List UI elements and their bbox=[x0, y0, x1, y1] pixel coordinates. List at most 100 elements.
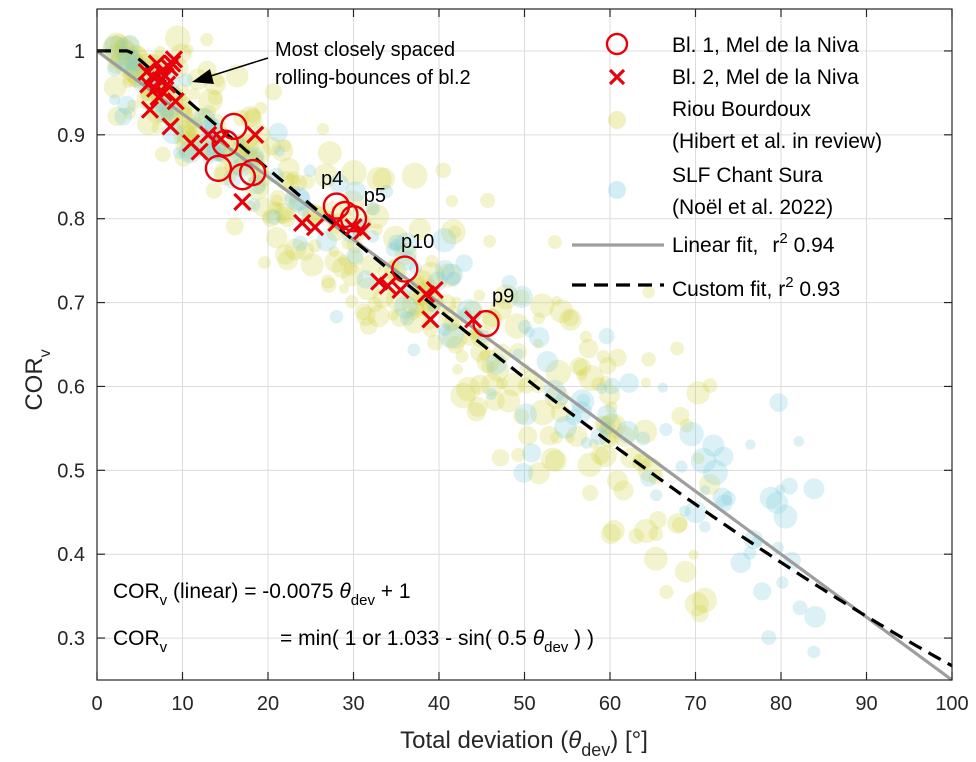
data-point bbox=[271, 139, 294, 162]
cross-stroke bbox=[140, 100, 160, 119]
data-point bbox=[365, 202, 379, 216]
xlabel-sym: θ bbox=[568, 727, 581, 754]
eq2-prefix: COR bbox=[113, 627, 160, 650]
data-point bbox=[529, 399, 556, 426]
data-point bbox=[702, 378, 718, 393]
data-point bbox=[619, 373, 639, 393]
bl2-point bbox=[140, 100, 160, 119]
eq1-prefix: COR bbox=[113, 580, 160, 603]
data-point bbox=[269, 190, 287, 208]
point-label: p5 bbox=[364, 185, 386, 207]
data-point bbox=[633, 518, 659, 544]
data-point bbox=[605, 401, 618, 414]
data-point bbox=[437, 322, 451, 337]
data-point bbox=[513, 462, 534, 483]
data-point bbox=[713, 446, 734, 467]
data-point bbox=[803, 478, 825, 500]
data-point bbox=[513, 408, 530, 425]
data-point bbox=[328, 246, 340, 257]
data-point bbox=[401, 293, 424, 316]
data-point bbox=[154, 146, 171, 163]
legend-label-riou: Riou Bourdoux bbox=[672, 98, 811, 121]
data-point bbox=[214, 144, 233, 163]
data-point bbox=[359, 317, 378, 335]
data-point bbox=[479, 349, 491, 361]
data-point bbox=[313, 163, 338, 188]
data-point bbox=[600, 413, 626, 439]
data-point bbox=[712, 487, 733, 508]
data-point bbox=[108, 54, 124, 70]
data-point bbox=[628, 528, 644, 544]
data-point bbox=[272, 202, 285, 215]
data-point bbox=[435, 162, 452, 179]
data-point bbox=[436, 263, 461, 288]
y-tick-label: 0.9 bbox=[57, 125, 85, 147]
x-tick-label: 20 bbox=[257, 693, 279, 715]
data-point bbox=[277, 250, 298, 271]
data-point bbox=[247, 139, 272, 165]
data-point bbox=[643, 546, 668, 571]
data-point bbox=[427, 334, 444, 351]
x-tick-label: 30 bbox=[342, 693, 364, 715]
data-point bbox=[485, 391, 505, 411]
data-point bbox=[640, 377, 652, 388]
data-point bbox=[183, 44, 194, 55]
data-point bbox=[559, 308, 582, 331]
data-point bbox=[575, 369, 588, 381]
data-point bbox=[699, 520, 711, 533]
data-point bbox=[379, 184, 394, 199]
data-point bbox=[672, 517, 688, 533]
data-point bbox=[594, 444, 617, 468]
data-point bbox=[211, 74, 225, 87]
equations: CORv (linear) = -0.0075 θdev + 1 CORv = m… bbox=[113, 580, 594, 656]
cross-stroke bbox=[370, 272, 389, 291]
data-point bbox=[387, 309, 399, 321]
data-point bbox=[117, 95, 136, 115]
data-point bbox=[276, 213, 287, 225]
linear-r-sup: 2 bbox=[779, 230, 787, 247]
bl2-point bbox=[378, 276, 397, 295]
data-point bbox=[450, 382, 476, 409]
x-tick-label: 90 bbox=[855, 693, 877, 715]
data-point bbox=[452, 364, 463, 375]
ticks: 0 10 20 30 40 50 60 70 80 90 100 0.3 0.4 0.5 0.6 0.7 0.8… bbox=[57, 9, 969, 715]
bl1-point bbox=[339, 204, 368, 233]
data-point bbox=[244, 175, 270, 200]
data-point bbox=[675, 460, 688, 473]
data-point bbox=[596, 349, 611, 364]
data-point bbox=[456, 377, 481, 402]
data-point bbox=[480, 192, 496, 208]
cross-stroke bbox=[293, 213, 312, 233]
data-point bbox=[446, 271, 461, 287]
x-tick-label: 40 bbox=[428, 693, 450, 715]
xlabel-sub: dev bbox=[581, 740, 610, 760]
data-point bbox=[461, 329, 478, 347]
data-point bbox=[455, 349, 469, 363]
ylabel-text: COR bbox=[21, 357, 48, 410]
axes-box bbox=[96, 8, 953, 681]
data-point bbox=[389, 239, 402, 251]
data-point bbox=[759, 486, 782, 510]
data-point bbox=[366, 230, 380, 243]
data-point bbox=[497, 389, 521, 413]
data-point bbox=[118, 49, 141, 71]
data-point bbox=[549, 299, 574, 324]
data-point bbox=[641, 352, 656, 367]
data-point bbox=[450, 296, 462, 308]
eq1-symsub: dev bbox=[351, 592, 376, 609]
data-point bbox=[278, 139, 292, 153]
ylabel-sub: v bbox=[37, 349, 54, 357]
linear-r-val: 0.94 bbox=[788, 234, 835, 257]
data-point bbox=[679, 418, 694, 433]
data-point bbox=[446, 335, 465, 354]
data-point bbox=[482, 308, 501, 328]
data-point bbox=[702, 434, 725, 457]
bl2-point bbox=[163, 54, 182, 73]
cross-stroke bbox=[425, 280, 444, 300]
cross-stroke bbox=[233, 192, 252, 212]
y-tick-label: 0.8 bbox=[57, 209, 85, 231]
data-point bbox=[613, 480, 634, 501]
data-point bbox=[469, 374, 490, 395]
data-point bbox=[268, 201, 282, 215]
